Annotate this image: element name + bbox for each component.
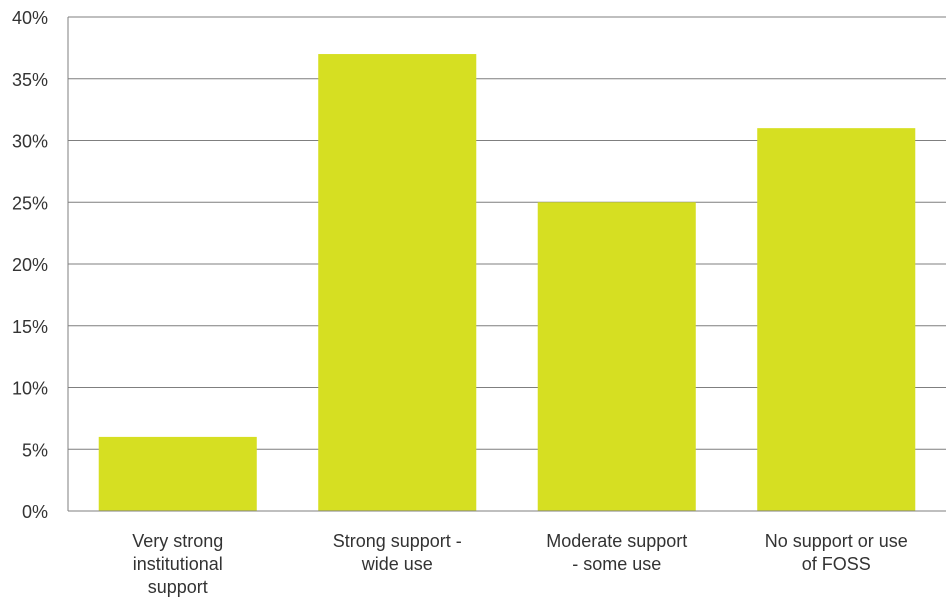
y-tick-label: 0%: [22, 502, 48, 522]
bar: [318, 54, 477, 512]
y-axis-ticks: 0% 5% 10% 15% 20% 25% 30% 35% 40%: [12, 8, 48, 522]
x-tick-label-line: No support or use: [765, 531, 908, 551]
x-tick-label-line: of FOSS: [802, 554, 871, 574]
x-tick-label-line: wide use: [361, 554, 433, 574]
bars: [98, 54, 916, 512]
x-tick-label-line: support: [148, 577, 208, 597]
bar: [537, 202, 696, 511]
x-tick-label: Very strong institutional support: [132, 531, 223, 597]
x-axis-labels: Very strong institutional support Strong su…: [132, 531, 908, 597]
axes: [67, 17, 946, 512]
y-tick-label: 30%: [12, 132, 48, 152]
x-tick-label-line: Moderate support: [546, 531, 687, 551]
x-tick-label-line: institutional: [133, 554, 223, 574]
grid-lines: [68, 16, 946, 450]
y-tick-label: 10%: [12, 379, 48, 399]
y-tick-label: 40%: [12, 8, 48, 28]
x-tick-label: No support or use of FOSS: [765, 531, 908, 574]
y-tick-label: 15%: [12, 317, 48, 337]
y-tick-label: 25%: [12, 193, 48, 213]
x-tick-label-line: Strong support -: [333, 531, 462, 551]
y-tick-label: 5%: [22, 440, 48, 460]
x-tick-label: Strong support - wide use: [333, 531, 462, 574]
y-tick-label: 20%: [12, 255, 48, 275]
x-tick-label-line: - some use: [572, 554, 661, 574]
bar: [98, 436, 257, 511]
bar: [757, 128, 916, 511]
y-tick-label: 35%: [12, 70, 48, 90]
x-tick-label: Moderate support - some use: [546, 531, 687, 574]
x-tick-label-line: Very strong: [132, 531, 223, 551]
